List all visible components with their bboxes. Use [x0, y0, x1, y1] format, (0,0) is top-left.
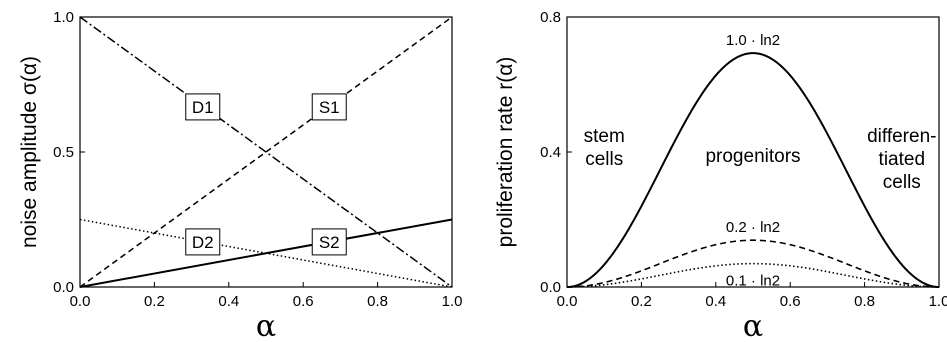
left-x-tick-label: 0.0 [70, 293, 91, 310]
right-x-tick-label: 1.0 [929, 293, 947, 310]
left-y-tick-label: 1.0 [53, 9, 74, 26]
right-chart: 1.0 · ln2 0.2 · ln2 0.1 · ln2 0.0 0.2 0.4 0.6… [494, 9, 947, 342]
series-line-1-0-ln2 [566, 52, 940, 288]
svg-text:S1: S1 [319, 98, 340, 117]
region-annotation-2: differen-tiated cells [867, 126, 936, 193]
right-x-axis-label: α [743, 309, 763, 342]
right-y-tick-label: 0.0 [540, 279, 561, 296]
left-chart: 0.0 0.2 0.4 0.6 0.8 1.0 0.0 0.5 1.0 D1 S1 D2 S2 noi… [18, 9, 462, 342]
series-label-d2: D2 [185, 228, 221, 256]
right-y-tick-label: 0.8 [540, 9, 561, 26]
left-x-tick-label: 1.0 [442, 293, 463, 310]
series-line-0-1-ln2 [566, 262, 940, 288]
left-y-tick-label: 0.0 [53, 279, 74, 296]
series-label-0-1-ln2: 0.1 · ln2 [726, 273, 780, 290]
left-y-tick-label: 0.5 [53, 144, 74, 161]
right-y-axis-label: proliferation rate r(α) [494, 57, 517, 248]
series-label-0-2-ln2: 0.2 · ln2 [726, 219, 780, 236]
svg-text:S2: S2 [319, 233, 340, 252]
region-annotation-1: progenitors [705, 146, 800, 167]
series-label-d1: D1 [185, 93, 221, 121]
left-x-tick-label: 0.4 [218, 293, 239, 310]
series-line-s1 [79, 16, 453, 288]
right-x-tick-label: 0.0 [557, 293, 578, 310]
svg-text:D1: D1 [192, 98, 214, 117]
series-line-d1 [79, 16, 453, 288]
right-y-tick-label: 0.4 [540, 144, 561, 161]
left-x-axis-label: α [256, 309, 276, 342]
region-annotation-0: stem cells [584, 126, 625, 170]
series-line-d2 [79, 218, 453, 288]
right-x-tick-label: 0.4 [705, 293, 726, 310]
left-x-tick-label: 0.8 [367, 293, 388, 310]
left-y-axis-label: noise amplitude σ(α) [18, 56, 41, 248]
series-line-0-2-ln2 [566, 239, 940, 288]
series-label-s2: S2 [311, 228, 347, 256]
left-x-tick-label: 0.6 [293, 293, 314, 310]
series-label-1-0-ln2: 1.0 · ln2 [726, 32, 780, 49]
svg-text:D2: D2 [192, 233, 214, 252]
right-x-tick-label: 0.2 [631, 293, 652, 310]
right-x-tick-label: 0.6 [780, 293, 801, 310]
right-x-tick-label: 0.8 [854, 293, 875, 310]
series-label-s1: S1 [311, 93, 347, 121]
left-x-tick-label: 0.2 [144, 293, 165, 310]
